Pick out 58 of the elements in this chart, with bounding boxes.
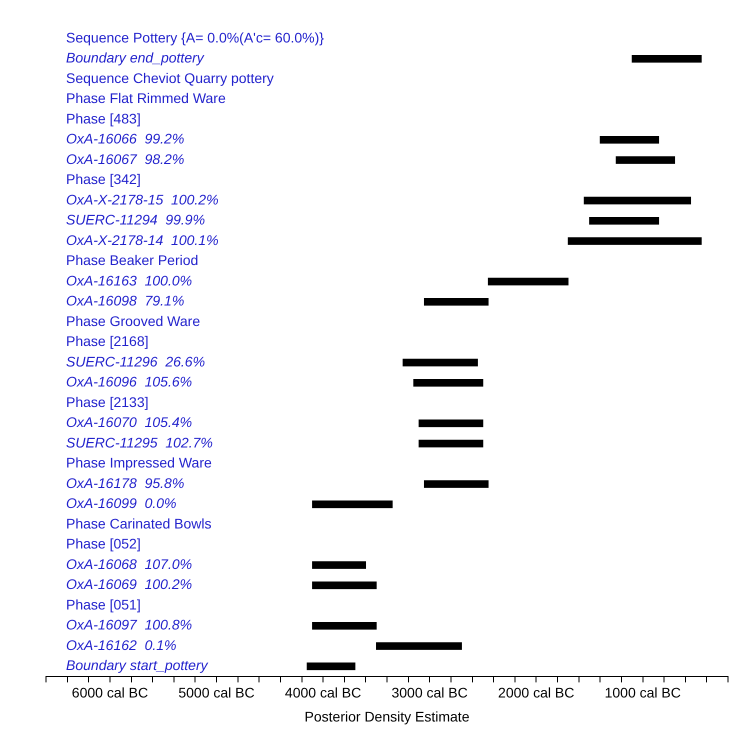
y-tick-label: Phase Flat Rimmed Ware (66, 90, 226, 106)
y-tick-label: OxA-16162 0.1% (66, 636, 177, 653)
bar (488, 278, 568, 286)
bar (312, 500, 393, 508)
y-tick-label: OxA-X-2178-15 100.2% (66, 191, 219, 208)
y-tick-label: OxA-16067 98.2% (66, 150, 184, 167)
y-tick-label: Phase [051] (66, 596, 141, 612)
y-tick-label: Phase Carinated Bowls (66, 515, 212, 532)
bar (424, 480, 489, 488)
y-tick-label: OxA-16068 107.0% (66, 556, 192, 572)
y-tick-label: OxA-16097 100.8% (66, 616, 192, 633)
x-tick-label: 5000 cal BC (178, 684, 255, 701)
y-tick-label: OxA-16098 79.1% (66, 292, 184, 309)
y-tick-label: Boundary end_pottery (66, 50, 205, 66)
bar (600, 136, 660, 144)
bar (312, 581, 377, 590)
y-tick-label: Phase Grooved Ware (66, 312, 200, 329)
y-tick-label: SUERC-11294 99.9% (66, 212, 206, 228)
bar (418, 440, 484, 448)
y-tick-label: Phase [483] (66, 110, 141, 126)
y-tick-label: OxA-X-2178-14 100.1% (66, 232, 219, 248)
y-tick-label: Phase [052] (66, 536, 141, 552)
x-tick-label: 3000 cal BC (391, 684, 468, 701)
bar (418, 419, 484, 428)
bar (312, 622, 377, 630)
x-tick-label: 4000 cal BC (284, 684, 362, 701)
bar (402, 358, 478, 366)
y-tick-label: Sequence Pottery {A= 0.0%(A'c= 60.0%)} (66, 29, 324, 46)
y-tick-label: Phase Beaker Period (66, 252, 198, 268)
y-tick-label: OxA-16070 105.4% (66, 414, 192, 430)
y-tick-label: SUERC-11295 102.7% (66, 434, 213, 450)
y-tick-label: Sequence Cheviot Quarry pottery (66, 70, 274, 86)
y-tick-label: OxA-16163 100.0% (66, 272, 192, 288)
y-tick-label: Phase [2133] (66, 394, 149, 410)
y-tick-label: OxA-16178 95.8% (66, 474, 184, 491)
bar (413, 378, 484, 387)
bar (584, 196, 692, 204)
y-tick-label: OxA-16066 99.2% (66, 130, 184, 147)
y-tick-label: Phase [342] (66, 171, 141, 188)
bar (312, 561, 366, 569)
y-tick-label: SUERC-11296 26.6% (66, 353, 206, 370)
bar (424, 298, 489, 306)
y-tick-label: OxA-16099 0.0% (66, 495, 177, 512)
y-tick-label: Phase Impressed Ware (66, 454, 212, 471)
bar (589, 216, 660, 225)
y-tick-label: OxA-16069 100.2% (66, 576, 192, 592)
x-axis-title: Posterior Density Estimate (304, 708, 470, 724)
y-tick-label: OxA-16096 105.6% (66, 374, 192, 390)
bar (306, 662, 356, 670)
bar (568, 237, 702, 245)
x-tick-label: 6000 cal BC (72, 684, 148, 701)
bar (616, 156, 676, 164)
x-tick-label: 1000 cal BC (604, 684, 681, 701)
x-tick-label: 2000 cal BC (498, 684, 574, 701)
bar (376, 642, 462, 650)
bar (632, 54, 702, 63)
y-tick-label: Boundary start_pottery (66, 657, 209, 674)
y-tick-label: Phase [2168] (66, 333, 149, 350)
